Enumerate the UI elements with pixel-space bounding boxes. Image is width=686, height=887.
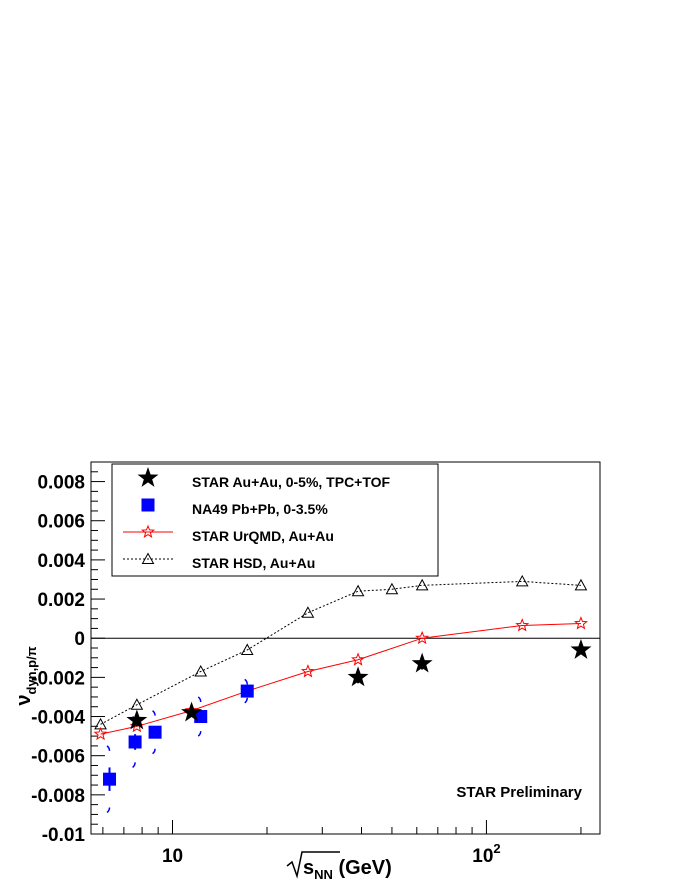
series-3-point	[385, 582, 399, 595]
sqrt-sign	[286, 851, 340, 879]
x-axis-label-sub: NN	[314, 867, 333, 882]
legend-keys	[123, 467, 173, 564]
legend-key-marker-2	[140, 524, 156, 538]
y-axis-label-sub: dyn,p/π	[24, 646, 39, 694]
series-3-point	[351, 584, 365, 597]
series-2-point	[93, 726, 108, 741]
series-1-point	[103, 772, 117, 786]
series-0	[126, 638, 592, 730]
x-axis: 10 102	[102, 820, 582, 867]
series-3-line	[100, 580, 581, 725]
x-tick-label: 102	[472, 841, 500, 867]
x-axis-label: sNN (GeV)	[286, 851, 392, 882]
series-2-point	[351, 652, 366, 666]
y-tick-label: 0.008	[37, 473, 85, 494]
series-3	[94, 574, 588, 730]
y-tick-label: -0.006	[31, 747, 85, 768]
legend-key-marker-0	[137, 467, 159, 487]
y-axis-label: νdyn,p/π	[13, 646, 39, 705]
y-tick-label: -0.008	[31, 786, 85, 807]
series-3-point	[574, 578, 588, 591]
y-tick-label: 0.006	[37, 512, 85, 533]
series-2-point	[573, 616, 588, 630]
x-axis-label-unit: (GeV)	[333, 857, 392, 879]
series-0-point	[126, 709, 148, 730]
series-1	[103, 678, 254, 814]
legend-entry-3: STAR HSD, Au+Au	[192, 555, 315, 571]
y-tick-label: -0.004	[31, 708, 85, 729]
series-3-point	[130, 698, 144, 710]
series-1-point	[240, 684, 254, 698]
series-2-point	[415, 630, 430, 645]
y-tick-label: 0.004	[37, 551, 85, 572]
series-0-point	[347, 666, 369, 687]
series-3-point	[301, 606, 315, 618]
annotation-star-preliminary: STAR Preliminary	[456, 784, 582, 801]
y-axis-label-main: ν	[13, 695, 35, 706]
series-1-syserr	[244, 678, 248, 704]
legend-entry-2: STAR UrQMD, Au+Au	[192, 528, 334, 544]
series-0-point	[411, 652, 433, 673]
x-axis-label-s: s	[303, 857, 314, 879]
series-1-syserr	[152, 710, 156, 755]
series-3-point	[415, 578, 429, 591]
series-2-point	[515, 618, 530, 632]
legend-entry-0: STAR Au+Au, 0-5%, TPC+TOF	[192, 474, 391, 490]
legend-key-marker-1	[141, 498, 155, 512]
legend: STAR Au+Au, 0-5%, TPC+TOF NA49 Pb+Pb, 0-…	[111, 463, 439, 577]
series-3-point	[194, 664, 208, 677]
svg-text:νdyn,p/π: νdyn,p/π	[13, 646, 39, 705]
x-tick-label: 10	[162, 846, 183, 867]
series-1-syserr	[106, 745, 111, 814]
series-1-syserr	[197, 696, 202, 737]
y-tick-label: -0.002	[31, 668, 85, 689]
series-1-point	[128, 735, 142, 749]
series-0-point	[181, 701, 203, 722]
series-3-point	[515, 574, 529, 587]
plot-area	[93, 574, 592, 814]
y-tick-label: 0.002	[37, 590, 85, 611]
y-tick-label: 0	[74, 629, 85, 650]
series-2-line	[100, 623, 581, 735]
legend-box	[111, 463, 439, 577]
series-1-point	[148, 725, 162, 739]
series-3-point	[240, 643, 254, 655]
series-2-point	[300, 664, 315, 678]
series-0-point	[570, 638, 592, 659]
y-axis: 0.008 0.006 0.004 0.002 0 -0.002 -0.004 -0.006 -…	[31, 461, 105, 846]
legend-key-marker-3	[141, 552, 155, 564]
series-2	[93, 616, 588, 741]
svg-text:sNN (GeV): sNN (GeV)	[303, 857, 392, 882]
legend-entry-1: NA49 Pb+Pb, 0-3.5%	[192, 501, 328, 517]
y-tick-label: -0.01	[42, 825, 86, 846]
